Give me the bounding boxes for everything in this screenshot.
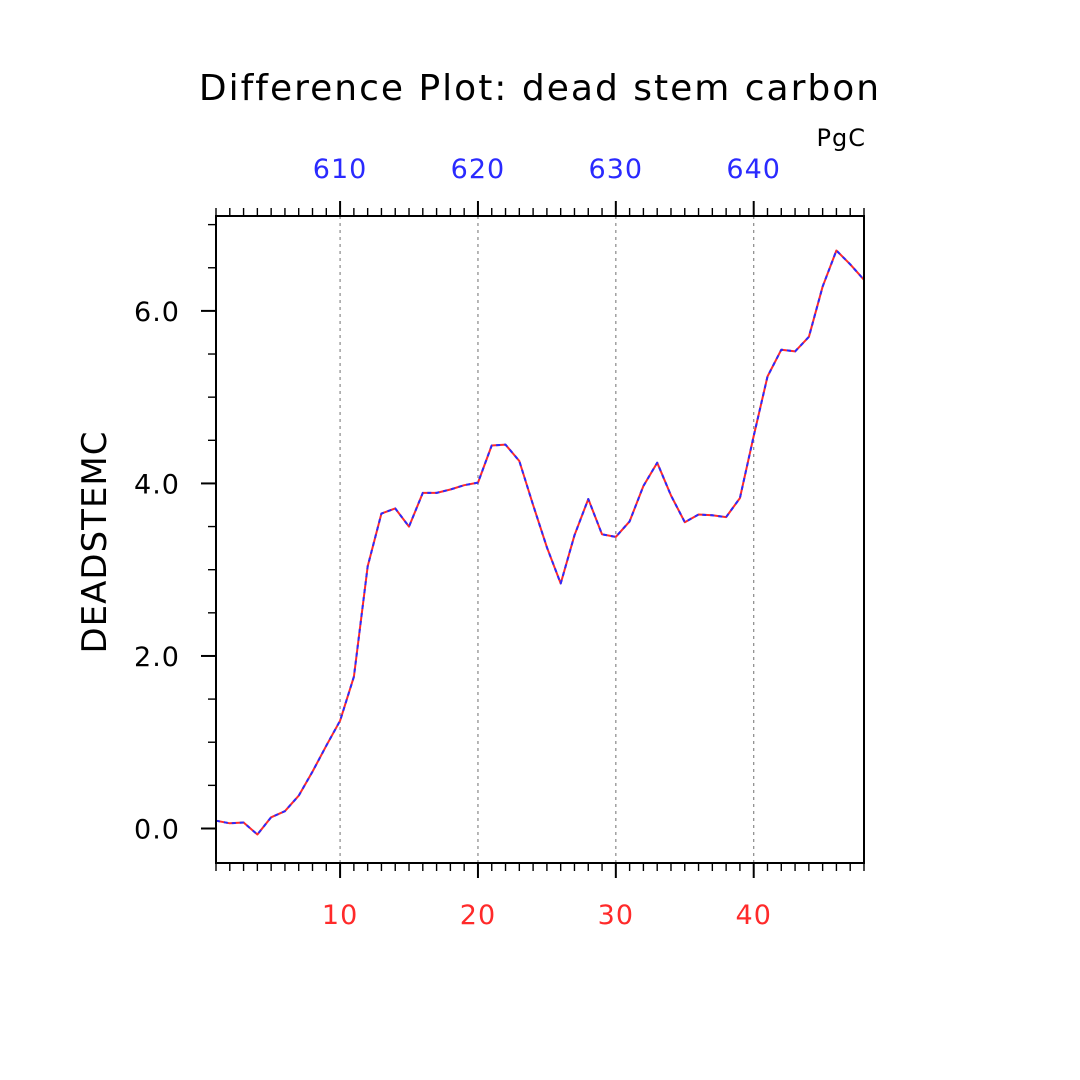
y-tick-label: 4.0 [134,469,180,500]
axis-ticks [201,201,865,878]
top-tick-label: 620 [451,154,506,185]
bottom-tick-label: 20 [460,900,496,931]
bottom-tick-label: 40 [736,900,772,931]
y-tick-label: 2.0 [134,642,180,673]
gridlines [339,216,755,863]
series-line-2 [215,249,865,836]
top-tick-label: 640 [726,154,781,185]
series-line-1 [215,249,865,836]
y-tick-label: 0.0 [134,814,180,845]
top-tick-label: 630 [589,154,644,185]
y-tick-label: 6.0 [134,297,180,328]
bottom-tick-label: 30 [598,900,634,931]
units-label: PgC [817,124,866,152]
y-axis-label: DEADSTEMC [75,430,115,653]
bottom-tick-label: 10 [322,900,358,931]
chart-title: Difference Plot: dead stem carbon [199,68,881,109]
tick-labels: 10 20 30 40 610 620 630 640 0.0 2.0 4.0 6.0 [134,154,781,931]
plot-frame [215,215,865,864]
top-tick-label: 610 [313,154,368,185]
data-series [215,249,865,836]
